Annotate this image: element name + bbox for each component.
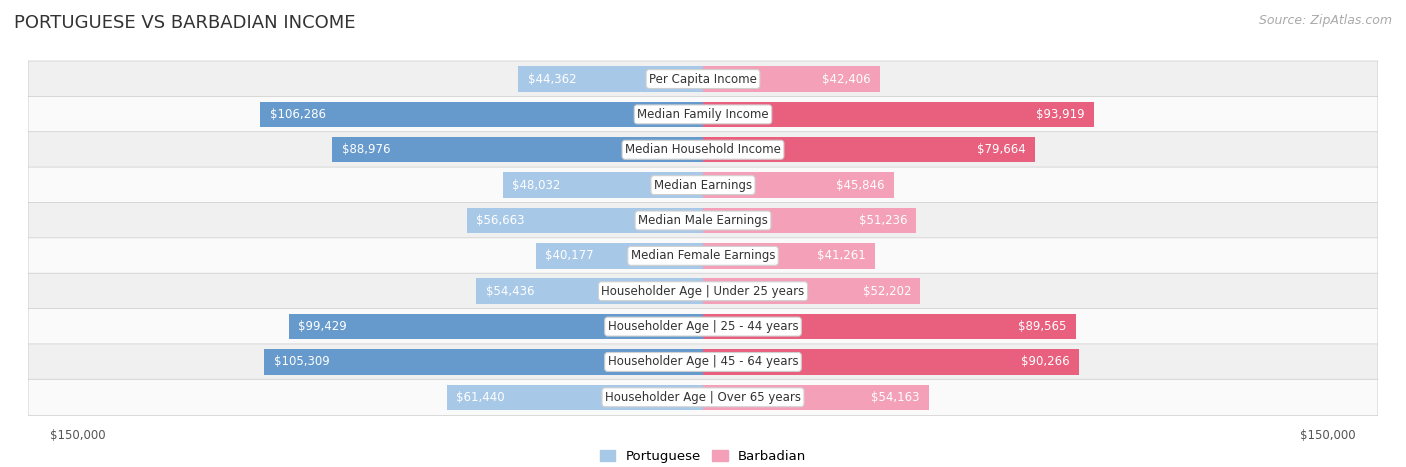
Text: PORTUGUESE VS BARBADIAN INCOME: PORTUGUESE VS BARBADIAN INCOME [14, 14, 356, 32]
Bar [703, 385, 928, 410]
FancyBboxPatch shape [28, 61, 1378, 97]
Text: Householder Age | Over 65 years: Householder Age | Over 65 years [605, 391, 801, 404]
Text: Householder Age | 25 - 44 years: Householder Age | 25 - 44 years [607, 320, 799, 333]
Text: $79,664: $79,664 [977, 143, 1025, 156]
Text: $93,919: $93,919 [1036, 108, 1085, 121]
FancyBboxPatch shape [28, 238, 1378, 274]
FancyBboxPatch shape [28, 309, 1378, 345]
FancyBboxPatch shape [28, 379, 1378, 415]
Text: $54,436: $54,436 [485, 285, 534, 298]
Bar [703, 66, 880, 92]
Text: Source: ZipAtlas.com: Source: ZipAtlas.com [1258, 14, 1392, 27]
Text: $90,266: $90,266 [1021, 355, 1070, 368]
Bar [703, 314, 1076, 340]
Text: $56,663: $56,663 [477, 214, 524, 227]
Text: Per Capita Income: Per Capita Income [650, 72, 756, 85]
Text: Median Family Income: Median Family Income [637, 108, 769, 121]
Text: $40,177: $40,177 [546, 249, 593, 262]
Text: Median Female Earnings: Median Female Earnings [631, 249, 775, 262]
Text: $52,202: $52,202 [863, 285, 911, 298]
Text: $42,406: $42,406 [821, 72, 870, 85]
Text: $61,440: $61,440 [457, 391, 505, 404]
Text: $44,362: $44,362 [527, 72, 576, 85]
Bar [703, 278, 921, 304]
Bar [703, 102, 1094, 127]
Bar [288, 314, 703, 340]
Bar [703, 208, 917, 233]
Text: $54,163: $54,163 [870, 391, 920, 404]
Text: $41,261: $41,261 [817, 249, 866, 262]
Bar [703, 243, 875, 269]
Bar [703, 349, 1078, 375]
Text: $105,309: $105,309 [274, 355, 329, 368]
FancyBboxPatch shape [28, 132, 1378, 168]
Text: Householder Age | 45 - 64 years: Householder Age | 45 - 64 years [607, 355, 799, 368]
Bar [260, 102, 703, 127]
Bar [447, 385, 703, 410]
Text: $89,565: $89,565 [1018, 320, 1067, 333]
Text: Median Household Income: Median Household Income [626, 143, 780, 156]
FancyBboxPatch shape [28, 96, 1378, 133]
Bar [477, 278, 703, 304]
Bar [467, 208, 703, 233]
Text: Median Male Earnings: Median Male Earnings [638, 214, 768, 227]
Bar [536, 243, 703, 269]
Bar [519, 66, 703, 92]
Text: Median Earnings: Median Earnings [654, 178, 752, 191]
Text: $51,236: $51,236 [859, 214, 907, 227]
Text: $45,846: $45,846 [837, 178, 884, 191]
Text: Householder Age | Under 25 years: Householder Age | Under 25 years [602, 285, 804, 298]
FancyBboxPatch shape [28, 203, 1378, 239]
Text: $48,032: $48,032 [512, 178, 561, 191]
FancyBboxPatch shape [28, 344, 1378, 380]
FancyBboxPatch shape [28, 273, 1378, 309]
Bar [332, 137, 703, 163]
Bar [503, 172, 703, 198]
Legend: Portuguese, Barbadian: Portuguese, Barbadian [595, 445, 811, 467]
Bar [264, 349, 703, 375]
Bar [703, 172, 894, 198]
Text: $99,429: $99,429 [298, 320, 347, 333]
Text: $88,976: $88,976 [342, 143, 391, 156]
FancyBboxPatch shape [28, 167, 1378, 203]
Bar [703, 137, 1035, 163]
Text: $106,286: $106,286 [270, 108, 326, 121]
